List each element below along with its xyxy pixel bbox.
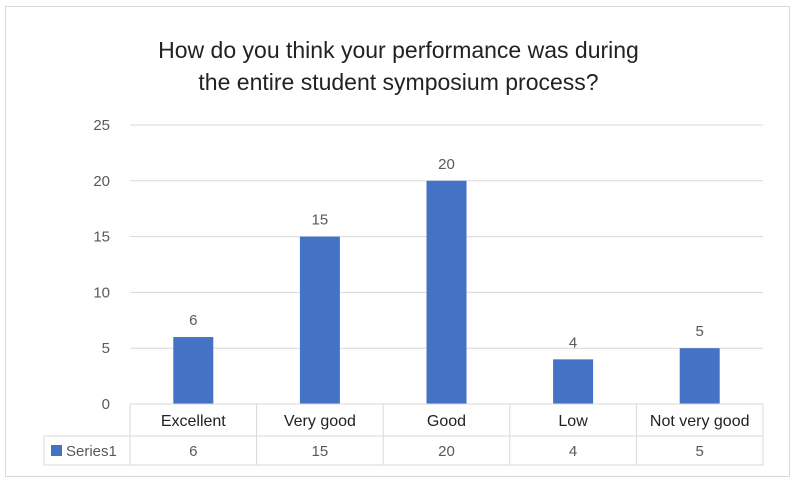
table-value: 20 — [438, 443, 455, 460]
data-label: 4 — [569, 334, 577, 351]
data-labels: 6 15 20 4 5 — [189, 156, 704, 352]
legend-swatch — [51, 445, 62, 456]
chart-title: How do you think your performance was du… — [0, 34, 797, 98]
bars — [173, 180, 720, 404]
bar — [553, 359, 594, 404]
legend-series-name: Series1 — [66, 443, 117, 460]
bar — [173, 337, 214, 404]
category-label: Low — [558, 413, 588, 430]
y-tick-label: 15 — [93, 229, 110, 246]
category-label: Good — [427, 413, 466, 430]
y-tick-label: 0 — [102, 396, 110, 413]
data-label: 6 — [189, 312, 197, 329]
data-table: Excellent 6 Very good 15 Good 20 Low 4 Not very … — [43, 403, 764, 466]
chart-frame — [5, 6, 790, 477]
bar — [679, 348, 720, 404]
category-label: Not very good — [650, 413, 750, 430]
table-value: 6 — [189, 443, 197, 460]
bar — [426, 180, 467, 404]
table-value: 15 — [312, 443, 329, 460]
y-tick-label: 25 — [93, 117, 110, 134]
table-value: 5 — [696, 443, 704, 460]
chart-title-line-1: How do you think your performance was du… — [158, 37, 639, 63]
bar — [299, 236, 340, 404]
y-axis-ticks: 0 5 10 15 20 25 — [93, 117, 110, 413]
category-label: Very good — [284, 413, 356, 430]
category-label: Excellent — [161, 413, 226, 430]
data-label: 5 — [696, 323, 704, 340]
y-tick-label: 10 — [93, 284, 110, 301]
y-tick-label: 5 — [102, 340, 110, 357]
table-value: 4 — [569, 443, 577, 460]
chart-title-line-2: the entire student symposium process? — [198, 69, 599, 95]
y-tick-label: 20 — [93, 173, 110, 190]
data-label: 15 — [312, 212, 329, 229]
data-label: 20 — [438, 156, 455, 173]
